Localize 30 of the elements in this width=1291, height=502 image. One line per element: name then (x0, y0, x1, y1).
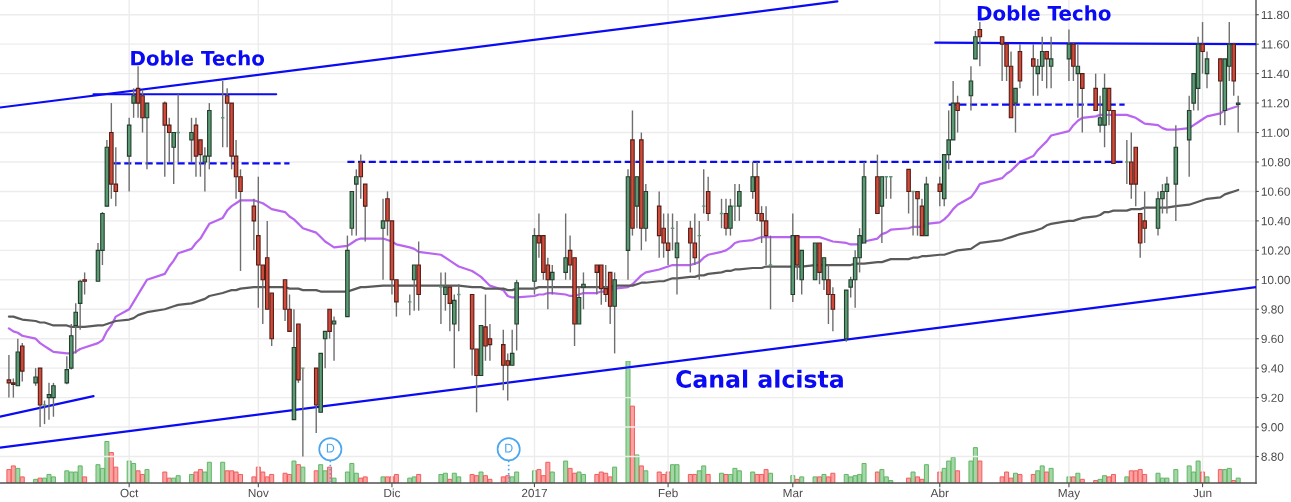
y-tick-label: 10.20 (1261, 246, 1290, 255)
annotation: Doble Techo (977, 5, 1111, 21)
annotation: Doble Techo (131, 50, 265, 66)
annotation: D (326, 443, 335, 453)
y-tick-label: 9.40 (1261, 364, 1284, 373)
y-tick-label: 10.40 (1261, 216, 1290, 226)
x-tick-label: Feb (658, 488, 678, 498)
y-tick-label: 11.40 (1261, 69, 1290, 79)
y-tick-label: 8.80 (1261, 452, 1284, 461)
x-tick-label: 2017 (521, 488, 548, 498)
y-tick-label: 9.00 (1261, 423, 1284, 432)
y-tick-label: 11.00 (1261, 128, 1290, 137)
x-tick-label: Dic (384, 488, 401, 498)
y-tick-label: 9.20 (1261, 393, 1284, 402)
y-tick-label: 11.60 (1261, 40, 1290, 49)
y-tick-label: 9.80 (1261, 305, 1284, 314)
x-tick-label: May (1058, 488, 1081, 500)
y-tick-label: 11.80 (1261, 10, 1290, 20)
y-tick-label: 9.60 (1261, 334, 1284, 344)
x-tick-label: Jun (1193, 488, 1212, 498)
annotation: D (505, 443, 513, 453)
annotation: Canal alcista (676, 369, 843, 388)
y-tick-label: 10.00 (1261, 275, 1290, 285)
x-tick-label: Abr (930, 488, 949, 498)
y-tick-label: 10.80 (1261, 158, 1290, 167)
x-tick-label: Oct (120, 488, 139, 498)
y-tick-label: 11.20 (1261, 99, 1290, 108)
x-tick-label: Nov (248, 488, 269, 498)
y-tick-label: 10.60 (1261, 187, 1290, 196)
x-tick-label: Mar (783, 488, 803, 498)
